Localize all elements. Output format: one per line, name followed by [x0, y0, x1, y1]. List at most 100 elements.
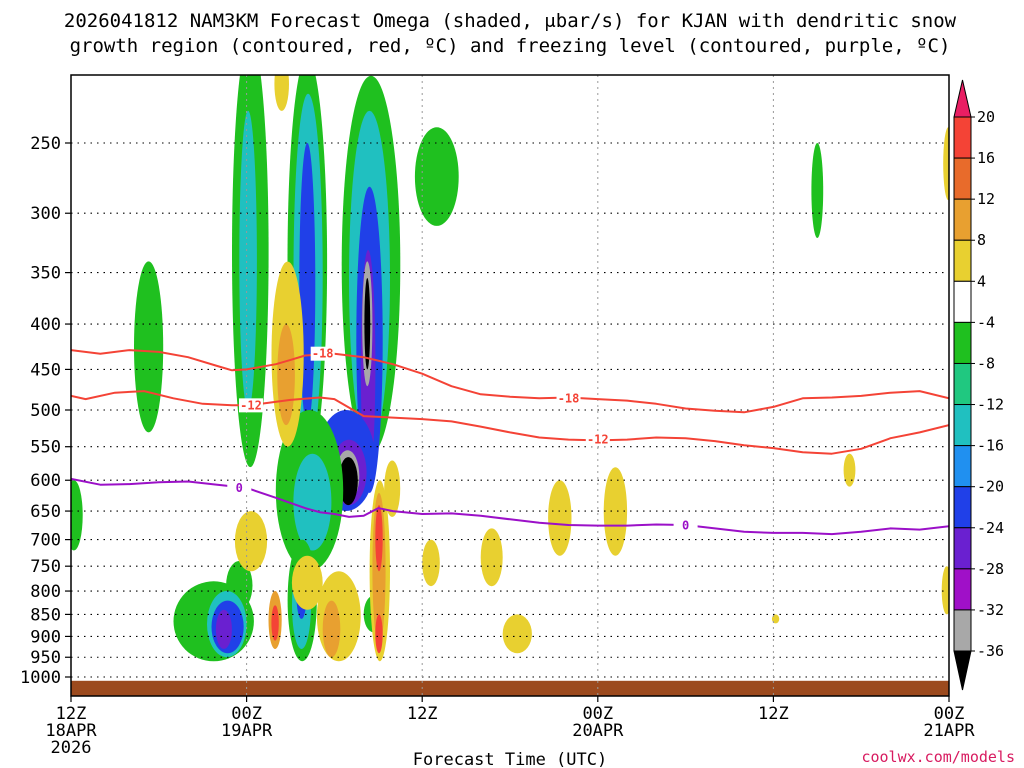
- colorbar-label-10: -24: [977, 519, 1004, 537]
- contour-label-1-1: -12: [587, 433, 609, 447]
- omega-feature-51: [941, 566, 949, 615]
- colorbar-segment-5: [953, 280, 972, 323]
- grid-lines: [71, 75, 949, 696]
- colorbar-label-1: 16: [977, 149, 995, 167]
- omega-feature-34: [291, 555, 323, 610]
- colorbar-label-2: 12: [977, 190, 995, 208]
- omega-feature-40: [375, 614, 383, 654]
- omega-feature-52: [943, 127, 949, 201]
- contour-label-0-0: -18: [312, 347, 334, 361]
- colorbar: 20 16 12 8 4 -4 -8 -12 -16 -20 -24 -28 -32 -36: [953, 79, 1004, 691]
- plot-area: -18 -18 -12 -12 0 0: [71, 75, 949, 696]
- colorbar-segment-11: [953, 527, 972, 570]
- contour-label-2-1: 0: [682, 519, 689, 533]
- omega-feature-12: [364, 278, 371, 370]
- y-tick-label-600: 600: [30, 471, 61, 491]
- colorbar-label-5: -4: [977, 313, 995, 331]
- colorbar-segment-2: [953, 157, 972, 200]
- contour-label-2-0: 0: [236, 481, 243, 495]
- credit-text: coolwx.com/models: [861, 748, 1015, 766]
- omega-feature-44: [422, 539, 440, 587]
- colorbar-segment-0: [953, 79, 972, 118]
- x-tick-label-60-1: 21APR: [923, 721, 975, 741]
- contour-label-0-1: -18: [558, 391, 580, 405]
- colorbar-segment-10: [953, 486, 972, 529]
- colorbar-segment-4: [953, 239, 972, 282]
- y-tick-label-700: 700: [30, 531, 61, 551]
- omega-feature-13: [414, 127, 459, 226]
- y-tick-label-500: 500: [30, 401, 61, 421]
- y-tick-label-750: 750: [30, 557, 61, 577]
- x-tick-label-36-0: 00Z: [582, 704, 613, 724]
- omega-feature-49: [843, 453, 856, 487]
- omega-feature-30: [274, 75, 289, 111]
- plot-frame: [70, 74, 950, 697]
- terrain-fill: [71, 680, 949, 696]
- contour-layer: -18 -18 -12 -12 0 0: [71, 346, 949, 536]
- omega-feature-39: [375, 505, 383, 572]
- x-tick-label-0-2: 2026: [51, 738, 92, 758]
- omega-feature-17: [338, 457, 358, 506]
- x-tick-label-48-0: 12Z: [758, 704, 789, 724]
- contour-label-bg-2-0: [227, 480, 252, 495]
- y-tick-label-950: 950: [30, 648, 61, 668]
- x-tick-label-0-0: 12Z: [56, 704, 87, 724]
- omega-feature-0: [71, 480, 83, 551]
- contour-label-1-0: -12: [240, 398, 262, 412]
- chart-title-line-1: 2026041812 NAM3KM Forecast Omega (shaded…: [64, 10, 957, 32]
- colorbar-segment-12: [953, 568, 972, 611]
- omega-feature-19: [293, 453, 332, 551]
- colorbar-segment-7: [953, 362, 972, 406]
- x-tick-label-0-1: 18APR: [45, 721, 97, 741]
- y-tick-label-650: 650: [30, 502, 61, 522]
- contour-line-0: [71, 349, 949, 414]
- colorbar-label-8: -16: [977, 437, 1004, 455]
- y-tick-label-1000: 1000: [20, 668, 61, 688]
- contour-label-bg-2-1: [673, 518, 698, 533]
- colorbar-segment-9: [953, 445, 972, 488]
- y-tick-label-250: 250: [30, 134, 61, 154]
- colorbar-segment-1: [953, 116, 972, 159]
- x-tick-label-12-0: 00Z: [231, 704, 262, 724]
- y-tick-label-400: 400: [30, 315, 61, 335]
- colorbar-segment-14: [953, 650, 972, 691]
- omega-shading: [71, 75, 949, 662]
- contour-label-bg-0-0: [310, 346, 335, 361]
- omega-feature-29: [811, 143, 824, 238]
- colorbar-label-4: 4: [977, 272, 986, 290]
- colorbar-label-6: -8: [977, 354, 995, 372]
- terrain-layer: [71, 680, 949, 696]
- colorbar-segment-13: [953, 609, 972, 652]
- omega-feature-1: [134, 261, 164, 433]
- x-tick-label-12-1: 19APR: [221, 721, 273, 741]
- y-tick-label-350: 350: [30, 264, 61, 284]
- chart-title-line-2: growth region (contoured, red, ºC) and f…: [70, 35, 951, 57]
- colorbar-segment-6: [953, 321, 972, 364]
- omega-feature-43: [271, 605, 279, 641]
- colorbar-label-7: -12: [977, 396, 1004, 414]
- x-tick-label-60-0: 00Z: [934, 704, 965, 724]
- omega-feature-46: [502, 614, 532, 654]
- x-tick-label-24-0: 12Z: [407, 704, 438, 724]
- colorbar-label-11: -28: [977, 560, 1004, 578]
- x-tick-label-36-1: 20APR: [572, 721, 624, 741]
- contour-label-bg-1-0: [238, 398, 263, 413]
- omega-feature-48: [603, 467, 628, 556]
- y-tick-label-900: 900: [30, 627, 61, 647]
- x-axis-label: Forecast Time (UTC): [413, 750, 607, 768]
- omega-feature-36: [322, 600, 341, 658]
- y-axis: 2503003504004505005506006507007508008509…: [20, 134, 71, 688]
- omega-feature-3: [239, 110, 257, 410]
- contour-label-bg-0-1: [556, 391, 581, 406]
- omega-feature-47: [548, 480, 572, 556]
- omega-feature-45: [480, 528, 503, 587]
- colorbar-segment-8: [953, 404, 972, 447]
- colorbar-label-0: 20: [977, 108, 995, 126]
- y-tick-label-850: 850: [30, 605, 61, 625]
- y-tick-label-300: 300: [30, 204, 61, 224]
- omega-feature-33: [234, 511, 268, 572]
- contour-label-bg-1-1: [585, 432, 610, 447]
- colorbar-label-13: -36: [977, 642, 1004, 660]
